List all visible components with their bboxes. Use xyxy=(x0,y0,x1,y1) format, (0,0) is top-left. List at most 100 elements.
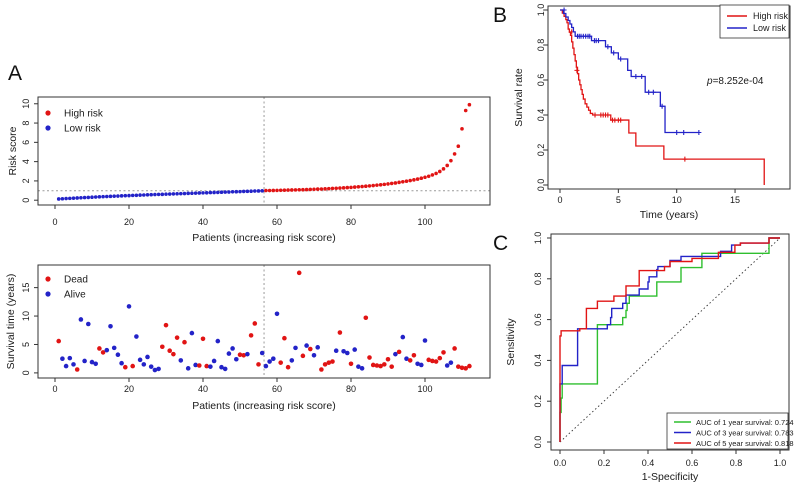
survival-time-point xyxy=(304,343,309,348)
risk-score-point xyxy=(60,196,65,201)
survival-time-point xyxy=(111,345,117,351)
x-axis-tick-label: 0 xyxy=(52,384,57,394)
risk-score-point xyxy=(367,184,372,188)
risk-score-point xyxy=(212,190,216,195)
legend-label: Low risk xyxy=(753,23,787,33)
survival-time-point xyxy=(356,364,361,369)
y-axis-tick-label: 0 xyxy=(21,370,31,375)
survival-time-point xyxy=(411,352,417,358)
risk-score-point xyxy=(164,192,168,196)
y-axis-tick-label: 2 xyxy=(21,178,31,183)
plot-box xyxy=(550,233,790,451)
risk-score-point xyxy=(419,176,424,181)
risk-score-point xyxy=(426,174,431,179)
risk-score-point xyxy=(434,171,438,176)
survival-time-point xyxy=(345,350,350,356)
risk-score-point xyxy=(219,190,224,194)
survival-time-point xyxy=(119,360,124,366)
censor-mark xyxy=(674,130,680,135)
risk-score-point xyxy=(134,193,139,198)
risk-score-point xyxy=(312,187,316,192)
survival-time-point xyxy=(171,351,176,357)
survival-time-point xyxy=(467,363,472,369)
survival-time-point xyxy=(363,315,369,321)
risk-score-point xyxy=(201,191,205,195)
x-axis-tick-label: 0 xyxy=(557,195,562,205)
roc-curve-1 xyxy=(559,237,780,442)
survival-time-point xyxy=(67,355,73,361)
legend-label: High risk xyxy=(753,11,789,21)
censor-mark xyxy=(633,74,639,79)
survival-time-point xyxy=(182,339,187,345)
y-axis-title: Risk score xyxy=(7,126,19,175)
risk-score-point xyxy=(86,195,91,200)
risk-score-point xyxy=(105,194,109,199)
survival-time-point xyxy=(315,345,321,350)
legend-label: Low risk xyxy=(64,124,102,135)
survival-time-point xyxy=(185,366,191,371)
survival-time-point xyxy=(145,354,150,360)
risk-score-point xyxy=(64,196,68,201)
legend-label: Alive xyxy=(64,290,86,301)
censor-mark xyxy=(696,130,702,135)
risk-score-point xyxy=(97,195,102,199)
risk-score-point xyxy=(315,187,320,191)
risk-score-point xyxy=(393,181,398,185)
survival-time-point xyxy=(256,362,261,367)
survival-time-point xyxy=(222,366,228,372)
survival-time-point xyxy=(441,350,446,355)
risk-score-point xyxy=(127,193,131,198)
y-axis-tick-label: 0.0 xyxy=(533,436,543,449)
risk-score-point xyxy=(278,188,283,193)
survival-time-point xyxy=(370,362,376,368)
risk-score-point xyxy=(197,191,202,195)
x-axis-tick-label: 40 xyxy=(198,217,208,227)
panel-risk-score: 0 20 40 60 80 100 0 2 4 6 8 10 Patients (increasing … xyxy=(7,96,491,244)
survival-time-point xyxy=(415,361,420,367)
risk-score-point xyxy=(452,152,457,156)
risk-score-point xyxy=(371,183,376,188)
risk-score-point xyxy=(149,192,153,197)
survival-time-point xyxy=(337,330,343,335)
risk-score-point xyxy=(204,190,209,195)
risk-score-point xyxy=(301,187,305,192)
x-axis-tick-label: 0.8 xyxy=(730,458,743,468)
survival-time-point xyxy=(97,346,102,351)
y-axis-tick-label: 0.0 xyxy=(536,179,546,192)
risk-score-point xyxy=(341,186,346,190)
x-axis-tick-label: 0.6 xyxy=(686,458,699,468)
survival-time-point xyxy=(123,364,128,370)
y-axis-tick-label: 0.4 xyxy=(536,109,546,122)
survival-time-point xyxy=(374,363,380,368)
plot-box xyxy=(37,96,491,206)
survival-time-point xyxy=(163,322,169,328)
x-axis-tick-label: 0.4 xyxy=(642,458,655,468)
x-axis-tick-label: 100 xyxy=(417,217,432,227)
x-axis-tick-label: 100 xyxy=(417,384,432,394)
risk-score-point xyxy=(130,193,135,198)
survival-time-point xyxy=(352,347,358,352)
survival-time-point xyxy=(241,352,246,358)
risk-score-point xyxy=(360,184,364,189)
risk-score-point xyxy=(260,189,265,193)
risk-score-point xyxy=(304,187,309,192)
panel-kaplan-meier: 0 5 10 15 0.0 0.2 0.4 0.6 0.8 1.0 Time (years) Surv… xyxy=(513,4,791,221)
survival-time-point xyxy=(400,334,406,340)
x-axis-tick-label: 0.2 xyxy=(598,458,611,468)
survival-time-point xyxy=(74,367,80,372)
survival-time-point xyxy=(319,367,324,372)
survival-time-point xyxy=(282,335,287,341)
survival-time-point xyxy=(348,361,354,367)
survival-time-point xyxy=(189,330,195,336)
survival-time-point xyxy=(148,364,154,369)
censor-mark xyxy=(618,117,624,123)
survival-time-point xyxy=(333,348,339,354)
panel-b-label: B xyxy=(493,4,507,27)
risk-score-point xyxy=(116,194,120,198)
survival-time-point xyxy=(452,346,457,351)
risk-score-point xyxy=(79,195,83,200)
survival-time-point xyxy=(141,362,147,367)
survival-time-point xyxy=(134,334,139,339)
risk-score-point xyxy=(345,185,350,190)
